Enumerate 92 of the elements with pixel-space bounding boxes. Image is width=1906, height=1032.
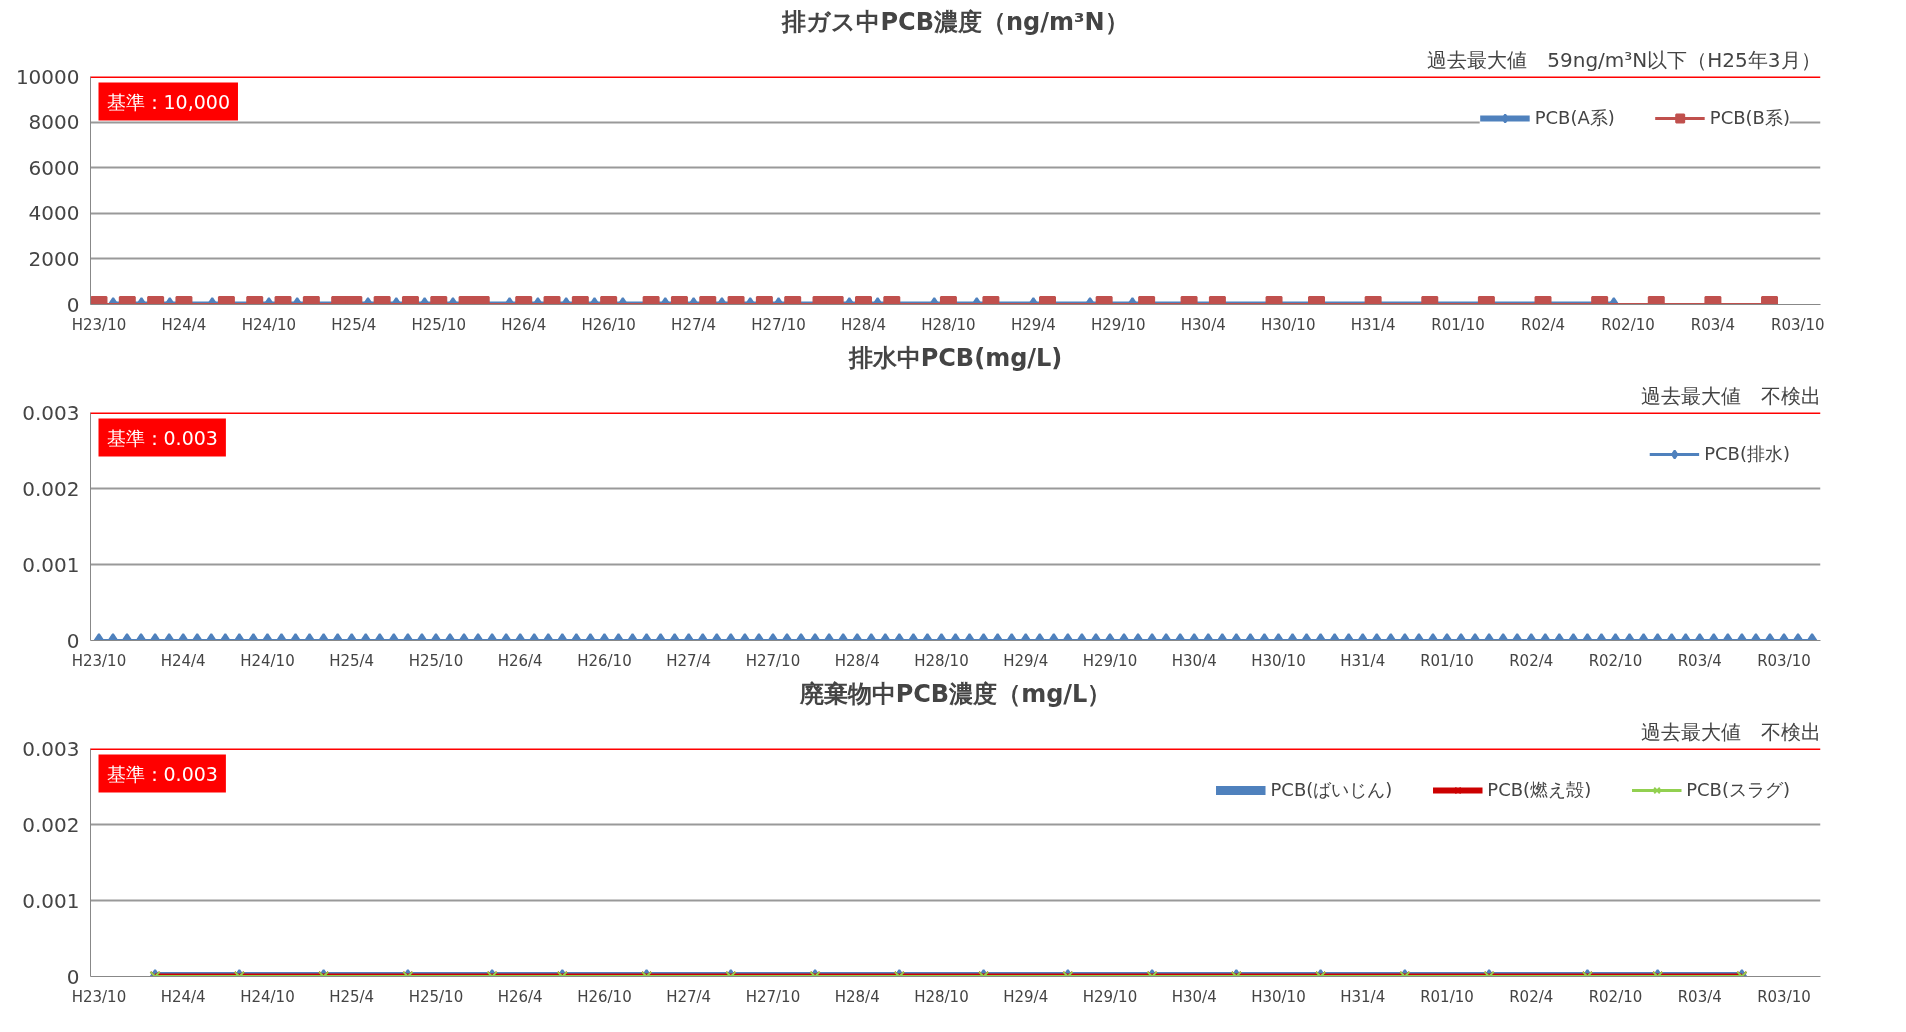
x-tick-label: H25/4	[329, 987, 375, 1006]
y-tick-label: 0	[66, 964, 80, 989]
x-tick-label: H27/4	[666, 651, 712, 670]
legend-label: PCB(スラグ)	[1686, 778, 1790, 802]
x-tick-label: H24/10	[240, 651, 295, 670]
x-tick-label: R03/4	[1690, 315, 1735, 334]
y-tick-label: 0.001	[22, 552, 80, 577]
x-tick-label: H29/10	[1091, 315, 1146, 334]
x-tick-label: H27/4	[666, 987, 712, 1006]
x-tick-label: H25/10	[408, 651, 464, 670]
x-tick-label: H23/10	[71, 315, 127, 334]
x-tick-label: H25/4	[329, 651, 375, 670]
legend-label: PCB(A系)	[1534, 106, 1615, 130]
y-tick-label: 0.002	[22, 812, 80, 837]
y-tick-label: 10000	[15, 64, 80, 89]
legend-label: PCB(ばいじん)	[1270, 778, 1393, 802]
x-tick-label: H26/10	[577, 651, 632, 670]
x-tick-label: H26/4	[497, 651, 543, 670]
x-tick-label: H31/4	[1340, 651, 1386, 670]
x-tick-label: R03/4	[1677, 651, 1722, 670]
text: 過去最大値 不検出	[1640, 383, 1821, 408]
x-tick-label: H27/10	[751, 315, 806, 334]
legend-label: PCB(B系)	[1709, 106, 1790, 130]
x-tick-label: R02/4	[1509, 651, 1554, 670]
x-tick-label: R03/10	[1771, 315, 1825, 334]
x-tick-label: H26/10	[581, 315, 636, 334]
x-tick-label: H24/4	[160, 987, 206, 1006]
x-tick-label: R02/4	[1520, 315, 1566, 334]
x-tick-label: H25/4	[331, 315, 377, 334]
x-tick-label: H30/4	[1171, 651, 1217, 670]
y-tick-label: 0.003	[22, 736, 80, 761]
legend-label: PCB(燃え殻)	[1487, 778, 1592, 802]
x-tick-label: R02/4	[1509, 987, 1554, 1006]
x-tick-label: H23/10	[71, 651, 127, 670]
x-tick-label: H29/4	[1003, 987, 1049, 1006]
x-tick-label: H24/10	[240, 987, 295, 1006]
x-tick-label: R02/10	[1588, 987, 1643, 1006]
x-tick-label: H27/4	[671, 315, 717, 334]
x-tick-label: R03/10	[1757, 651, 1811, 670]
x-tick-label: H28/4	[841, 315, 886, 334]
x-tick-label: H26/10	[577, 987, 632, 1006]
x-tick-label: H23/10	[71, 987, 127, 1006]
ref-line-label: 基準：10,000	[106, 90, 230, 113]
y-tick-label: 0.003	[22, 400, 80, 425]
x-tick-label: H28/10	[914, 987, 969, 1006]
x-tick-label: H27/10	[745, 987, 801, 1006]
chart-title: 排ガス中PCB濃度（ng/m³N）	[781, 7, 1129, 36]
x-tick-label: H31/4	[1340, 987, 1386, 1006]
text: 過去最大値 不検出	[1640, 719, 1821, 744]
x-tick-label: H25/10	[408, 987, 464, 1006]
x-tick-label: H30/10	[1260, 315, 1316, 334]
x-tick-label: H29/4	[1003, 651, 1049, 670]
x-tick-label: R01/10	[1420, 987, 1474, 1006]
text: 過去最大値 59ng/m³N以下（H25年3月）	[1427, 47, 1821, 72]
x-tick-label: R01/10	[1420, 651, 1474, 670]
x-tick-label: H28/4	[834, 987, 880, 1006]
y-tick-label: 8000	[28, 110, 80, 135]
x-tick-label: H30/4	[1171, 987, 1217, 1006]
x-tick-label: H28/10	[914, 651, 969, 670]
x-tick-label: H29/4	[1010, 315, 1056, 334]
x-tick-label: R02/10	[1601, 315, 1655, 334]
x-tick-label: H24/10	[241, 315, 297, 334]
x-tick-label: H27/10	[745, 651, 801, 670]
x-tick-label: H30/10	[1251, 651, 1306, 670]
x-tick-label: H29/10	[1082, 987, 1138, 1006]
ref-line-label: 基準：0.003	[106, 426, 218, 449]
x-tick-label: H26/4	[497, 987, 543, 1006]
ref-line-label: 基準：0.003	[106, 762, 218, 785]
y-tick-label: 2000	[28, 246, 80, 271]
x-tick-label: H25/10	[411, 315, 467, 334]
x-tick-label: H24/4	[160, 651, 206, 670]
y-tick-label: 6000	[28, 155, 80, 180]
chart-title: 排水中PCB(mg/L)	[847, 343, 1063, 372]
x-tick-label: R03/4	[1677, 987, 1722, 1006]
legend-label: PCB(排水)	[1704, 442, 1790, 466]
x-tick-label: H30/4	[1180, 315, 1226, 334]
x-tick-label: H31/4	[1350, 315, 1396, 334]
y-tick-label: 4000	[28, 201, 80, 226]
chart-title: 廃棄物中PCB濃度（mg/L）	[798, 679, 1112, 708]
x-tick-label: H28/10	[921, 315, 976, 334]
x-tick-label: H29/10	[1082, 651, 1138, 670]
y-tick-label: 0.001	[22, 888, 80, 913]
y-tick-label: 0	[66, 292, 80, 317]
x-tick-label: H26/4	[501, 315, 547, 334]
y-tick-label: 0	[66, 628, 80, 653]
x-tick-label: R02/10	[1588, 651, 1643, 670]
x-tick-label: H24/4	[161, 315, 207, 334]
x-tick-label: R01/10	[1431, 315, 1485, 334]
x-tick-label: H28/4	[834, 651, 880, 670]
x-tick-label: R03/10	[1757, 987, 1811, 1006]
y-tick-label: 0.002	[22, 476, 80, 501]
x-tick-label: H30/10	[1251, 987, 1306, 1006]
